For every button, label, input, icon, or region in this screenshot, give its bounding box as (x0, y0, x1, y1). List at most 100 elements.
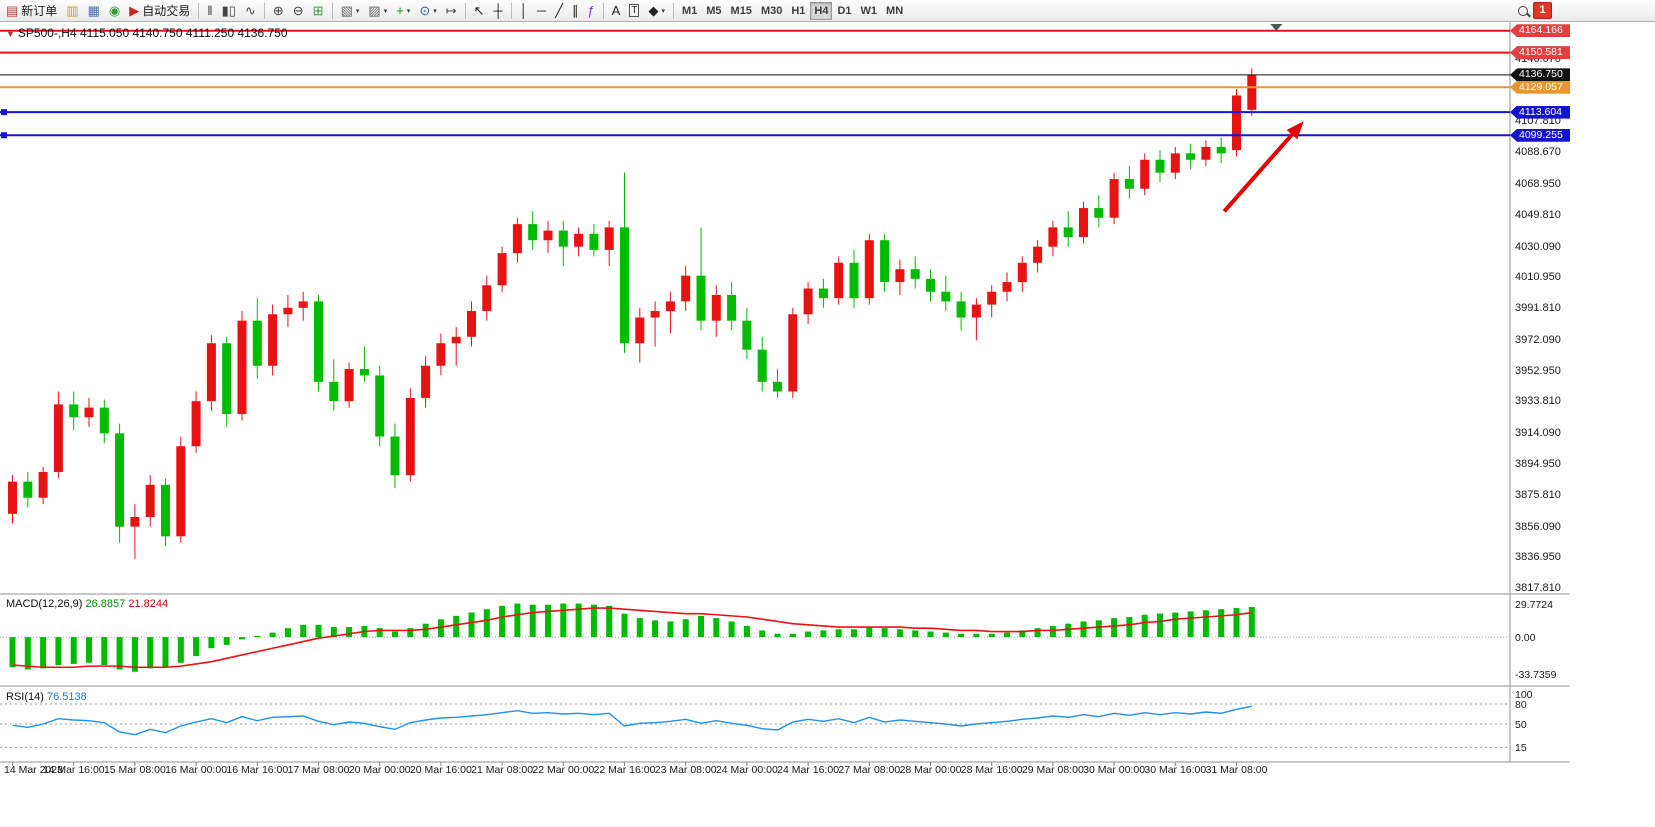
macd-histogram-bar (1172, 612, 1179, 638)
zoom-out-icon[interactable]: ⊖ (289, 1, 308, 20)
chart-shift-marker[interactable] (1270, 24, 1283, 31)
macd-histogram-bar (254, 635, 261, 638)
candle (344, 368, 354, 402)
vertical-line-icon[interactable]: │ (516, 1, 532, 20)
line-handle[interactable] (1, 109, 7, 116)
trendline-icon[interactable]: ╱ (551, 1, 567, 20)
templates-icon[interactable]: ▧ ▾ (337, 1, 364, 20)
candle (895, 269, 905, 283)
magnifier-handle (1526, 12, 1531, 17)
cursor-icon: ↖ (473, 3, 485, 18)
macd-histogram-bar (1019, 630, 1026, 638)
templates-icon: ▧ (340, 3, 353, 18)
candle (1140, 159, 1150, 189)
chart-shift-icon[interactable]: ↦ (442, 1, 461, 20)
timeframe-m15-button[interactable]: M15 (727, 2, 756, 20)
candle (206, 343, 216, 402)
timeframe-w1-button[interactable]: W1 (857, 2, 882, 20)
candle (1170, 153, 1180, 173)
toolbar-separator (331, 2, 333, 19)
timeframe-d1-button[interactable]: D1 (833, 2, 855, 20)
candle (421, 365, 431, 398)
search-icon[interactable] (1514, 2, 1532, 20)
candle (727, 294, 737, 321)
candle (941, 291, 951, 302)
indicators-icon[interactable]: + ▾ (392, 1, 414, 20)
candle (1079, 208, 1088, 238)
macd-histogram-bar (1065, 623, 1072, 638)
timeframe-m5-button[interactable]: M5 (702, 2, 725, 20)
text-icon: A (611, 3, 621, 18)
candle (635, 317, 645, 344)
text-icon[interactable]: A (608, 1, 625, 20)
profiles-icon[interactable]: ▨ ▾ (364, 1, 391, 20)
timeframe-h1-button[interactable]: H1 (787, 2, 809, 20)
periods-icon[interactable]: ⊙ ▾ (415, 1, 440, 20)
macd-histogram-bar (896, 629, 903, 638)
candle (1017, 262, 1027, 283)
fibonacci-icon[interactable]: ƒ (583, 1, 598, 20)
chart-shift-icon: ↦ (445, 3, 457, 18)
candle (8, 481, 17, 514)
new-order-button[interactable]: ▤ 新订单 (2, 1, 61, 20)
navigator-icon[interactable]: ◉ (105, 1, 124, 20)
macd-histogram-bar (1034, 628, 1041, 638)
timeframe-h4-button[interactable]: H4 (810, 1, 833, 20)
trend-arrow[interactable] (1222, 127, 1299, 213)
bar-chart-icon[interactable]: ‖ (203, 1, 216, 20)
horizontal-line-icon[interactable]: ─ (533, 1, 550, 20)
line-handle[interactable] (1, 132, 7, 139)
chevron-down-icon: ▾ (433, 7, 437, 15)
text-label-icon[interactable]: T (625, 1, 643, 20)
macd-histogram-bar (162, 637, 169, 668)
candle (237, 320, 247, 415)
macd-histogram-bar (606, 605, 613, 638)
macd-histogram-bar (759, 630, 766, 638)
macd-histogram-bar (40, 637, 47, 669)
macd-histogram-bar (866, 627, 873, 638)
candle (84, 407, 94, 418)
crosshair-icon[interactable]: ┼ (490, 1, 507, 20)
timeframe-m30-button[interactable]: M30 (757, 2, 786, 20)
macd-histogram-bar (988, 633, 995, 638)
trend-arrow-head[interactable] (1286, 121, 1304, 140)
candle (405, 397, 415, 476)
arrows-icon[interactable]: ◆ ▾ (644, 1, 669, 20)
macd-histogram-bar (1126, 616, 1133, 638)
data-window-icon[interactable]: ▦ (84, 1, 104, 20)
macd-histogram-bar (422, 623, 429, 638)
candle (558, 230, 568, 247)
macd-histogram-bar (713, 618, 720, 638)
candle (1155, 159, 1165, 173)
macd-histogram-bar (1080, 621, 1087, 638)
timeframe-m1-button[interactable]: M1 (678, 2, 701, 20)
chevron-down-icon: ▾ (383, 7, 388, 15)
candle (910, 269, 920, 279)
candle (757, 349, 767, 382)
candle (283, 307, 293, 315)
candle (849, 262, 859, 299)
autotrading-button[interactable]: ▶ 自动交易 (125, 1, 194, 20)
candlestick-chart-icon[interactable]: ▮▯ (218, 1, 240, 20)
notification-badge[interactable]: 1 (1533, 2, 1552, 19)
macd-histogram-bar (55, 637, 62, 666)
cursor-icon[interactable]: ↖ (470, 1, 489, 20)
macd-histogram-bar (529, 604, 536, 638)
tile-windows-icon[interactable]: ⊞ (309, 1, 328, 20)
macd-histogram-bar (973, 633, 980, 638)
autotrading-button-label: 自动交易 (142, 4, 191, 18)
autotrading-button: ▶ (129, 3, 140, 18)
candle (1048, 227, 1058, 247)
macd-histogram-bar (147, 637, 154, 669)
bar-chart-icon: ‖ (207, 3, 213, 18)
line-chart-icon[interactable]: ∿ (241, 1, 260, 20)
trendline-icon: ╱ (555, 3, 563, 18)
timeframe-mn-button[interactable]: MN (882, 2, 907, 20)
zoom-in-icon[interactable]: ⊕ (269, 1, 288, 20)
candle (971, 304, 981, 318)
macd-histogram-bar (805, 631, 812, 638)
macd-histogram-bar (499, 605, 506, 638)
market-watch-icon[interactable]: ▥ (62, 1, 82, 20)
equidistant-channel-icon[interactable]: ∥ (568, 1, 583, 20)
